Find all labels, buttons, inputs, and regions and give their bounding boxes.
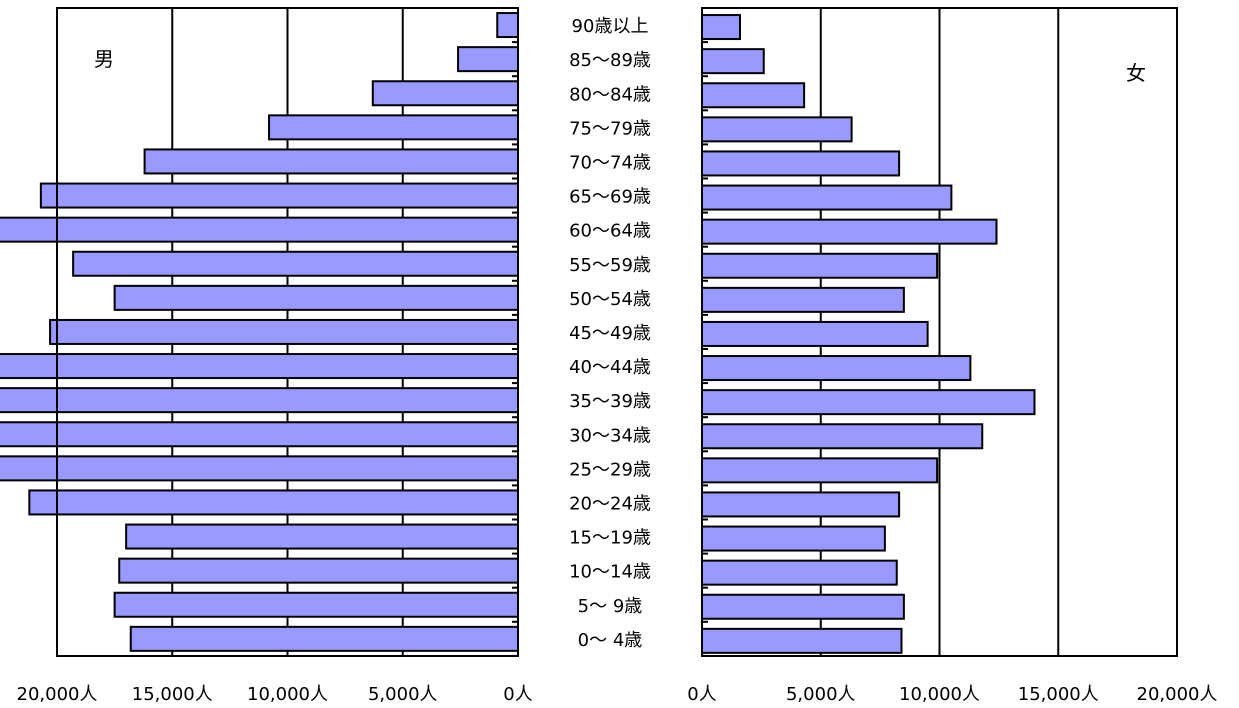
male-bars — [0, 12, 520, 652]
male-bar-10 — [0, 353, 519, 380]
female-bar-5 — [701, 184, 953, 211]
male-bar-18 — [129, 625, 519, 652]
age-group-label-12: 30～34歳 — [569, 425, 651, 446]
male-bar-2 — [371, 80, 519, 107]
male-bar-17 — [113, 591, 519, 618]
age-group-label-17: 5～ 9歳 — [578, 596, 643, 617]
age-group-label-18: 0～ 4歳 — [578, 630, 643, 651]
female-bar-9 — [701, 320, 929, 347]
female-bars — [701, 14, 1036, 654]
female-bar-11 — [701, 389, 1036, 416]
female-bar-17 — [701, 593, 905, 620]
female-bar-10 — [701, 355, 972, 382]
male-bar-7 — [72, 250, 519, 277]
female-bar-7 — [701, 252, 939, 279]
male-tick-label-1: 5,000人 — [368, 684, 438, 705]
male-plot-frame — [56, 7, 519, 657]
male-bar-4 — [143, 148, 519, 175]
age-group-label-3: 75～79歳 — [569, 118, 651, 139]
age-group-label-13: 25～29歳 — [569, 459, 651, 480]
female-panel: 0人 5,000人 10,000人 15,000人 20,000人 女 — [687, 7, 1218, 705]
female-bar-4 — [701, 150, 901, 177]
female-tick-label-4: 20,000人 — [1137, 684, 1218, 705]
male-bar-8 — [113, 284, 519, 311]
male-bar-14 — [28, 489, 520, 516]
male-bar-1 — [457, 46, 520, 73]
female-bar-3 — [701, 116, 853, 143]
female-tick-label-3: 15,000人 — [1018, 684, 1099, 705]
male-bar-3 — [268, 114, 519, 141]
age-group-label-0: 90歳以上 — [572, 16, 649, 37]
male-axis-ticks: 0人 5,000人 10,000人 15,000人 20,000人 — [17, 7, 533, 705]
female-bar-1 — [701, 48, 765, 75]
male-bar-5 — [39, 182, 520, 209]
age-group-label-1: 85～89歳 — [569, 50, 651, 71]
age-group-label-11: 35～39歳 — [569, 391, 651, 412]
female-bar-8 — [701, 286, 905, 313]
age-group-labels: 90歳以上 85～89歳 80～84歳 75～79歳 70～74歳 65～69歳 60～64… — [569, 16, 651, 651]
male-bar-15 — [125, 523, 520, 550]
female-tick-label-1: 5,000人 — [786, 684, 856, 705]
female-bar-0 — [701, 14, 741, 41]
male-bar-9 — [49, 318, 520, 345]
age-group-label-4: 70～74歳 — [569, 152, 651, 173]
male-bar-11 — [0, 387, 519, 414]
male-bar-16 — [118, 557, 520, 584]
age-group-label-9: 45～49歳 — [569, 323, 651, 344]
female-bar-15 — [701, 525, 886, 552]
male-bar-0 — [496, 12, 520, 39]
male-tick-label-4: 20,000人 — [17, 684, 98, 705]
female-bar-6 — [701, 218, 998, 245]
female-bar-16 — [701, 559, 898, 586]
male-tick-label-0: 0人 — [503, 684, 532, 705]
age-group-label-15: 15～19歳 — [569, 528, 651, 549]
female-label: 女 — [1126, 61, 1146, 85]
female-tick-label-0: 0人 — [687, 684, 716, 705]
male-label: 男 — [94, 47, 114, 71]
female-plot-frame — [701, 7, 1178, 657]
female-bar-18 — [701, 627, 903, 654]
female-axis-ticks: 0人 5,000人 10,000人 15,000人 20,000人 — [687, 7, 1218, 705]
age-group-label-14: 20～24歳 — [569, 493, 651, 514]
female-bar-12 — [701, 423, 984, 450]
male-bar-13 — [0, 455, 519, 482]
male-panel: 0人 5,000人 10,000人 15,000人 20,000人 男 — [0, 7, 533, 705]
female-bar-2 — [701, 82, 806, 109]
age-group-label-10: 40～44歳 — [569, 357, 651, 378]
age-group-label-5: 65～69歳 — [569, 187, 651, 208]
male-bar-12 — [0, 421, 520, 448]
male-tick-label-3: 15,000人 — [132, 684, 213, 705]
female-bar-13 — [701, 457, 939, 484]
age-group-label-16: 10～14歳 — [569, 562, 651, 583]
female-tick-label-2: 10,000人 — [899, 684, 980, 705]
age-group-label-6: 60～64歳 — [569, 221, 651, 242]
male-bar-6 — [0, 216, 519, 243]
female-bar-14 — [701, 491, 901, 518]
age-group-label-7: 55～59歳 — [569, 255, 651, 276]
male-tick-label-2: 10,000人 — [247, 684, 328, 705]
age-group-label-2: 80～84歳 — [569, 84, 651, 105]
age-group-label-8: 50～54歳 — [569, 289, 651, 310]
